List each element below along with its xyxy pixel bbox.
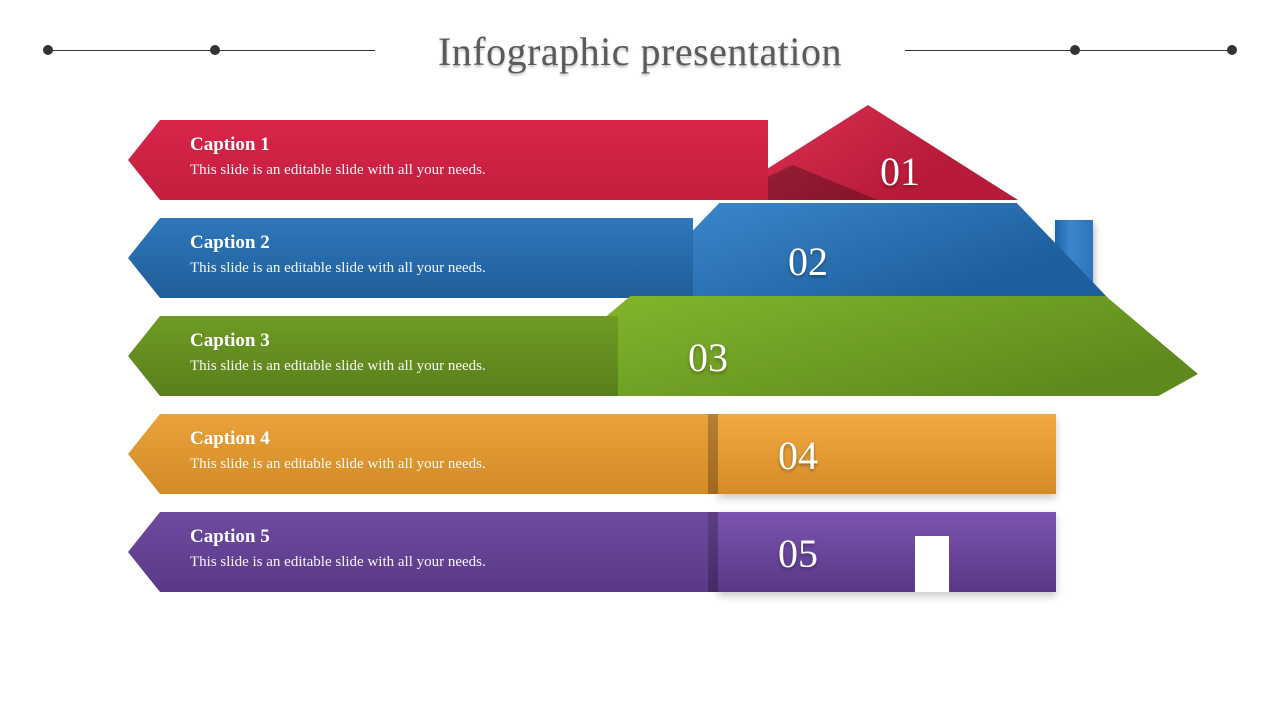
caption-bar-5: Caption 5 This slide is an editable slide… [128,512,708,592]
caption-title: Caption 1 [190,134,768,156]
caption-bar-1: Caption 1 This slide is an editable slide… [128,120,768,200]
house-door [915,536,949,592]
caption-desc: This slide is an editable slide with all… [190,358,618,375]
rule-right [905,50,1235,51]
row-2: Caption 2 This slide is an editable slide… [128,218,1168,298]
step-number-1: 01 [880,148,920,195]
row-1: Caption 1 This slide is an editable slide… [128,120,1168,200]
caption-bar-2: Caption 2 This slide is an editable slide… [128,218,693,298]
row-4: Caption 4 This slide is an editable slide… [128,414,1168,494]
row-3: Caption 3 This slide is an editable slide… [128,316,1168,396]
house-segment-4 [718,414,1056,494]
caption-title: Caption 4 [190,428,708,450]
caption-desc: This slide is an editable slide with all… [190,162,768,179]
infographic-stage: Caption 1 This slide is an editable slide… [128,120,1168,690]
row-5: Caption 5 This slide is an editable slide… [128,512,1168,592]
page-title: Infographic presentation [438,28,842,75]
house-segment-2 [628,203,1108,298]
caption-bar-4: Caption 4 This slide is an editable slide… [128,414,708,494]
step-number-2: 02 [788,238,828,285]
title-area: Infographic presentation [0,0,1280,75]
caption-bar-3: Caption 3 This slide is an editable slide… [128,316,618,396]
rule-left [45,50,375,51]
step-number-3: 03 [688,334,728,381]
house-segment-5 [718,512,1056,592]
step-number-4: 04 [778,432,818,479]
caption-title: Caption 3 [190,330,618,352]
house-segment-3 [538,296,1198,396]
caption-title: Caption 5 [190,526,708,548]
caption-desc: This slide is an editable slide with all… [190,260,693,277]
step-number-5: 05 [778,530,818,577]
caption-desc: This slide is an editable slide with all… [190,456,708,473]
caption-title: Caption 2 [190,232,693,254]
caption-desc: This slide is an editable slide with all… [190,554,708,571]
